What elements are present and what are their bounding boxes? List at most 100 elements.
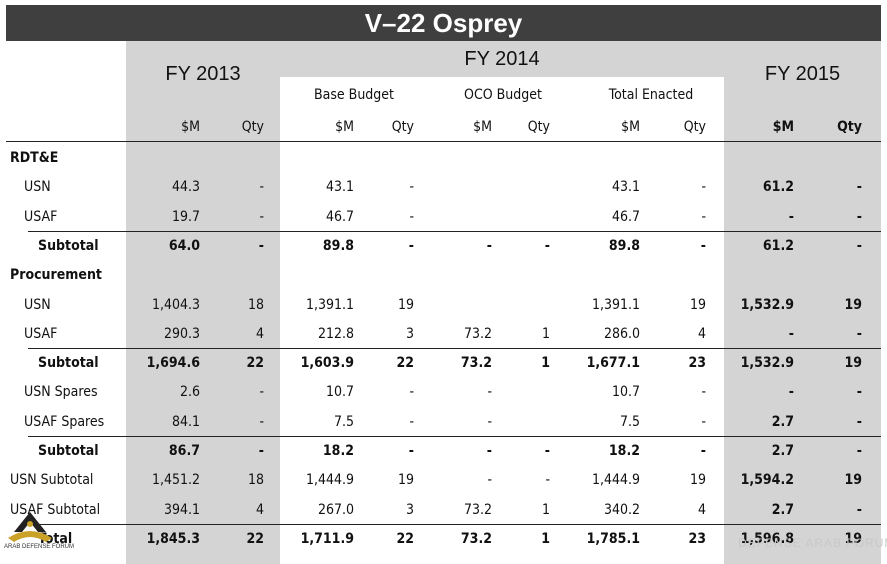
fy2013-shade [126, 41, 280, 564]
cell-value: 1,444.9 [591, 472, 640, 489]
cell-value: - [701, 413, 706, 430]
cell-value: 1,532.9 [740, 355, 794, 372]
subtotal-rule [28, 436, 881, 437]
fy2015-shade [724, 41, 881, 564]
header-qty-total: Qty [683, 119, 706, 135]
row-label: Subtotal [38, 355, 99, 372]
cell-value: 19 [397, 296, 414, 313]
row-label: Subtotal [38, 443, 99, 459]
page-title: V–22 Osprey [6, 5, 881, 41]
row-label: RDT&E [10, 150, 59, 166]
cell-value: - [856, 237, 862, 254]
cell-value: - [487, 413, 492, 430]
cell-value: 7.5 [333, 413, 354, 430]
cell-value: 3 [405, 501, 414, 518]
cell-value: 86.7 [168, 443, 200, 459]
fy2014-header-shade [280, 41, 724, 78]
cell-value: 22 [246, 355, 264, 372]
cell-value: - [408, 443, 414, 459]
cell-value: 10.7 [325, 384, 354, 401]
cell-value: 23 [688, 355, 706, 372]
row-label: USAF Spares [24, 413, 105, 430]
cell-value: - [409, 413, 414, 430]
cell-value: - [258, 443, 264, 459]
cell-value: 73.2 [463, 325, 492, 342]
row-label: Procurement [10, 267, 102, 284]
cell-value: - [701, 179, 706, 196]
cell-value: - [259, 179, 264, 196]
cell-value: 43.1 [611, 179, 640, 196]
row-label: USAF [24, 208, 58, 225]
cell-value: - [856, 208, 862, 225]
row-label: Total [38, 530, 73, 547]
header-m-fy2015: $M [772, 119, 794, 135]
cell-value: 1 [541, 325, 550, 342]
cell-value: 1,845.3 [146, 530, 200, 547]
cell-value: 212.8 [317, 325, 354, 342]
cell-value: 19 [844, 355, 862, 372]
header-qty-oco: Qty [527, 119, 550, 135]
header-qty-fy2015: Qty [837, 119, 862, 135]
fy2014-underline [280, 77, 724, 79]
row-label: USN [24, 296, 51, 313]
cell-value: - [700, 443, 706, 459]
row-label: USAF Subtotal [10, 501, 101, 518]
cell-value: 1 [541, 355, 550, 372]
cell-value: 1,603.9 [300, 355, 354, 372]
header-fy2015: FY 2015 [764, 63, 841, 85]
forum-logo [8, 512, 52, 542]
cell-value: 4 [255, 325, 264, 342]
cell-value: 73.2 [460, 355, 492, 372]
cell-value: 61.2 [762, 179, 794, 196]
cell-value: - [788, 325, 794, 342]
cell-value: 1,594.2 [740, 472, 794, 489]
watermark: DEFENSE ARAB FORUM [738, 536, 887, 550]
cell-value: 1,391.1 [591, 296, 640, 313]
cell-value: - [259, 208, 264, 225]
header-oco-budget: OCO Budget [464, 87, 542, 103]
cell-value: 89.8 [322, 237, 354, 254]
cell-value: - [545, 472, 550, 489]
cell-value: 64.0 [168, 237, 200, 254]
cell-value: - [856, 179, 862, 196]
cell-value: 73.2 [460, 530, 492, 547]
cell-value: - [258, 237, 264, 254]
cell-value: - [700, 237, 706, 254]
cell-value: - [259, 413, 264, 430]
cell-value: 267.0 [317, 501, 354, 518]
cell-value: 2.7 [771, 413, 794, 430]
cell-value: - [487, 384, 492, 401]
cell-value: 73.2 [463, 501, 492, 518]
budget-table: FY 2013 FY 2014 FY 2015 Base Budget OCO … [6, 41, 881, 564]
cell-value: 1,391.1 [305, 296, 354, 313]
subtotal-rule [28, 230, 881, 232]
cell-value: - [701, 384, 706, 401]
header-fy2013: FY 2013 [165, 63, 241, 85]
row-label: Subtotal [38, 237, 99, 254]
cell-value: 1,404.3 [151, 296, 200, 313]
cell-value: 22 [246, 530, 264, 547]
cell-value: 394.1 [163, 501, 200, 518]
cell-value: - [408, 237, 414, 254]
header-qty-base: Qty [391, 119, 414, 135]
cell-value: 1 [541, 501, 550, 518]
cell-value: - [701, 208, 706, 225]
cell-value: - [856, 501, 862, 518]
cell-value: - [487, 472, 492, 489]
cell-value: - [409, 208, 414, 225]
cell-value: 22 [396, 355, 414, 372]
cell-value: 340.2 [603, 501, 640, 518]
header-m-total: $M [621, 119, 640, 135]
cell-value: 18 [247, 296, 264, 313]
cell-value: - [409, 179, 414, 196]
cell-value: 1,677.1 [586, 355, 640, 372]
cell-value: 1,596.8 [740, 530, 794, 547]
cell-value: - [544, 443, 550, 459]
cell-value: 4 [697, 501, 706, 518]
header-m-base: $M [335, 119, 354, 135]
cell-value: 4 [697, 325, 706, 342]
cell-value: - [788, 384, 794, 401]
cell-value: 10.7 [611, 384, 640, 401]
cell-value: 4 [255, 501, 264, 518]
cell-value: 19 [689, 296, 706, 313]
